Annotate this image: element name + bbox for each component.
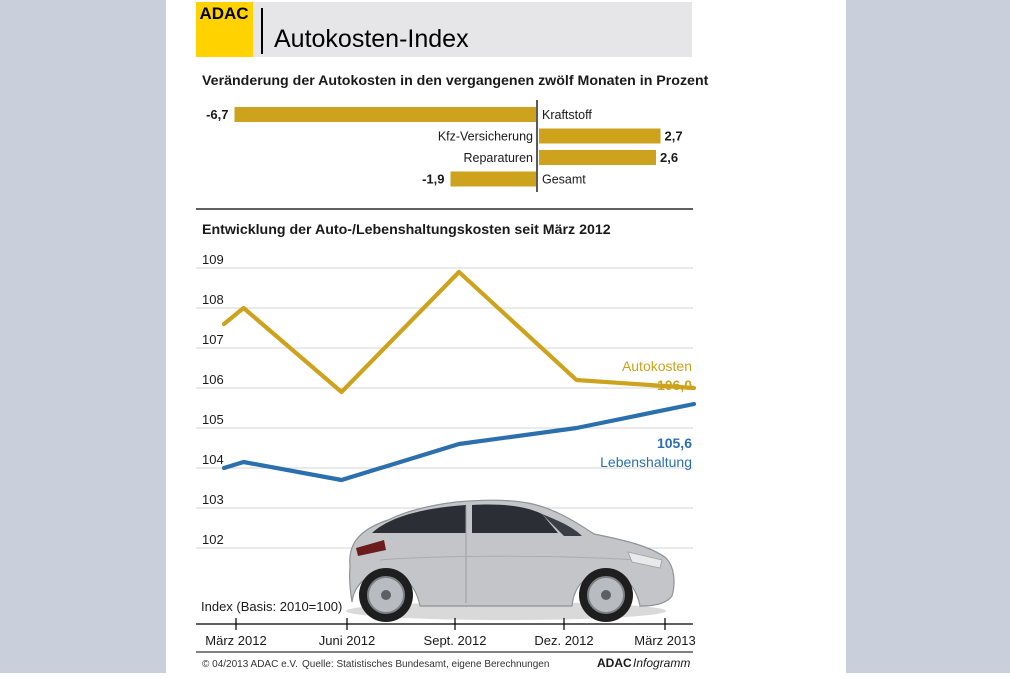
adac-logo (196, 2, 253, 57)
bar-category-label: Reparaturen (464, 151, 534, 165)
x-axis-ticks: März 2012 Juni 2012 Sept. 2012 Dez. 2012 Mär… (205, 618, 696, 648)
y-tick-label: 106 (202, 372, 224, 387)
bar-chart-title: Veränderung der Autokosten in den vergan… (202, 73, 709, 89)
x-tick-label: März 2013 (634, 633, 695, 648)
x-tick-label: Dez. 2012 (534, 633, 593, 648)
y-tick-label: 102 (202, 532, 224, 547)
infographic: ADAC Autokosten-Index Veränderung der Au… (166, 0, 846, 673)
y-axis-label: Index (Basis: 2010=100) (201, 599, 342, 614)
bar-category-label: Gesamt (542, 173, 586, 187)
footer-brand-suffix: Infogramm (633, 656, 690, 670)
bar-2 (539, 150, 656, 165)
bar-value-label: -6,7 (206, 107, 228, 122)
car-illustration (346, 499, 675, 622)
title-bar (196, 2, 692, 57)
y-tick-label: 103 (202, 492, 224, 507)
x-tick-label: Sept. 2012 (424, 633, 487, 648)
bar-3 (450, 171, 536, 187)
page-title: Autokosten-Index (274, 25, 469, 53)
footer-source: Quelle: Statistisches Bundesamt, eigene … (302, 659, 549, 670)
series-line-autokosten (221, 269, 697, 395)
footer-copyright: © 04/2013 ADAC e.V. (202, 659, 298, 670)
series-line-lebenshaltung (221, 401, 697, 483)
bar-0 (234, 107, 536, 122)
series-end-value-lebenshaltung: 105,6 (657, 435, 692, 451)
y-tick-label: 104 (202, 452, 224, 467)
y-tick-label: 105 (202, 412, 224, 427)
page-margin-right (846, 0, 1010, 673)
series-end-value-autokosten: 106,0 (657, 377, 692, 393)
adac-logo-text: ADAC (199, 4, 248, 23)
bar-chart: Kraftstoff -6,7 Kfz-Versicherung 2,7 Reparat… (206, 100, 683, 192)
bar-value-label: 2,6 (660, 150, 678, 165)
bar-category-label: Kfz-Versicherung (438, 130, 533, 144)
x-tick-label: März 2012 (205, 633, 266, 648)
series-name-autokosten: Autokosten (622, 358, 692, 374)
y-tick-label: 107 (202, 332, 224, 347)
series-name-lebenshaltung: Lebenshaltung (600, 454, 692, 470)
y-tick-label: 109 (202, 252, 224, 267)
bar-category-label: Kraftstoff (542, 108, 592, 122)
bar-value-label: 2,7 (665, 129, 683, 144)
footer-brand: ADAC (597, 656, 632, 670)
x-tick-label: Juni 2012 (319, 633, 375, 648)
line-chart-title: Entwicklung der Auto-/Lebenshaltungskost… (202, 222, 611, 238)
y-tick-label: 108 (202, 292, 224, 307)
line-chart: 102 103 104 105 106 107 108 109 Autokosten 106,0 1… (196, 252, 697, 549)
page-margin-left (0, 0, 166, 673)
bar-1 (539, 128, 661, 144)
infographic-canvas: ADAC Autokosten-Index Veränderung der Au… (196, 2, 709, 670)
bar-value-label: -1,9 (422, 172, 444, 187)
